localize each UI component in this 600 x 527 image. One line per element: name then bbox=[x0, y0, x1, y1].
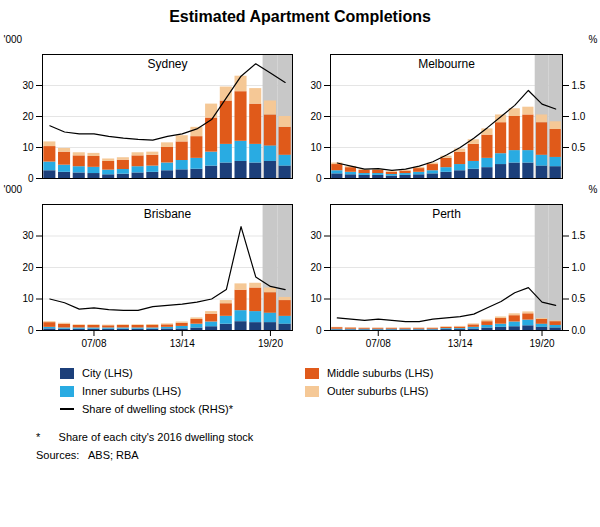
svg-text:07/08: 07/08 bbox=[81, 338, 106, 349]
svg-text:0.5: 0.5 bbox=[572, 142, 586, 153]
svg-text:20: 20 bbox=[22, 111, 34, 122]
svg-text:Melbourne: Melbourne bbox=[418, 57, 475, 71]
html-text:Middle suburbs (LHS): Middle suburbs (LHS) bbox=[327, 367, 434, 379]
svg-text:'000: '000 bbox=[4, 34, 23, 45]
svg-text:Sydney: Sydney bbox=[147, 57, 187, 71]
svg-text:%: % bbox=[589, 34, 598, 45]
svg-text:%: % bbox=[589, 184, 598, 195]
svg-text:30: 30 bbox=[22, 80, 34, 91]
svg-text:1.5: 1.5 bbox=[572, 230, 586, 241]
svg-text:1.0: 1.0 bbox=[572, 111, 586, 122]
svg-text:0: 0 bbox=[316, 173, 322, 182]
svg-text:0.5: 0.5 bbox=[572, 293, 586, 304]
svg-text:13/14: 13/14 bbox=[448, 338, 473, 349]
svg-text:'000: '000 bbox=[4, 184, 23, 195]
svg-text:30: 30 bbox=[22, 230, 34, 241]
svg-text:1.0: 1.0 bbox=[572, 262, 586, 273]
svg-text:10: 10 bbox=[22, 293, 34, 304]
svg-text:30: 30 bbox=[310, 80, 322, 91]
svg-text:20: 20 bbox=[22, 262, 34, 273]
svg-text:10: 10 bbox=[310, 293, 322, 304]
svg-text:Brisbane: Brisbane bbox=[144, 207, 192, 221]
svg-text:30: 30 bbox=[310, 230, 322, 241]
svg-text:0.0: 0.0 bbox=[572, 325, 586, 336]
svg-text:13/14: 13/14 bbox=[170, 338, 195, 349]
svg-text:0: 0 bbox=[28, 325, 34, 336]
svg-text:10: 10 bbox=[22, 142, 34, 153]
svg-text:07/08: 07/08 bbox=[366, 338, 391, 349]
html-text:Share of dwelling stock (RHS)*: Share of dwelling stock (RHS)* bbox=[82, 403, 233, 415]
svg-text:10: 10 bbox=[310, 142, 322, 153]
html-text:* Share of each city's 2016 dw: * Share of each city's 2016 dwelling sto… bbox=[36, 431, 254, 443]
svg-text:20: 20 bbox=[310, 262, 322, 273]
svg-text:19/20: 19/20 bbox=[258, 338, 283, 349]
svg-text:0: 0 bbox=[316, 325, 322, 336]
html-text:Sources: ABS; RBA: Sources: ABS; RBA bbox=[36, 449, 139, 461]
html-text:Outer suburbs (LHS): Outer suburbs (LHS) bbox=[327, 385, 429, 397]
svg-text:Perth: Perth bbox=[432, 207, 461, 221]
svg-text:20: 20 bbox=[310, 111, 322, 122]
html-text:Inner suburbs (LHS): Inner suburbs (LHS) bbox=[82, 385, 181, 397]
html-text:Estimated Apartment Completion: Estimated Apartment Completions bbox=[169, 8, 431, 25]
svg-text:1.5: 1.5 bbox=[572, 80, 586, 91]
svg-text:19/20: 19/20 bbox=[530, 338, 555, 349]
svg-text:0: 0 bbox=[28, 173, 34, 182]
html-text:City (LHS): City (LHS) bbox=[82, 367, 133, 379]
